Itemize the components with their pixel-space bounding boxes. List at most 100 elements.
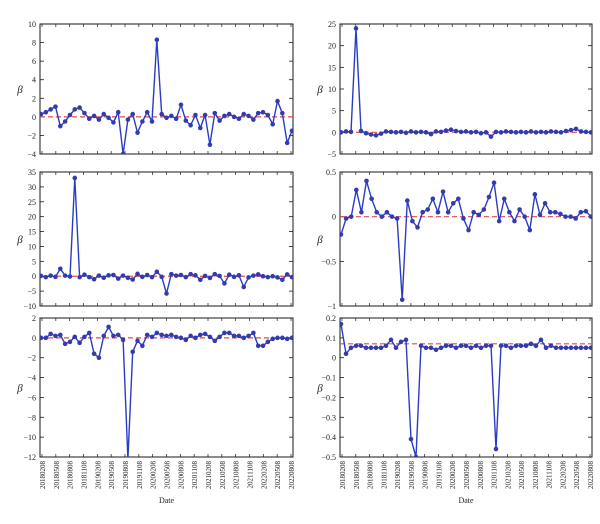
data-point — [212, 110, 218, 116]
data-point — [126, 456, 130, 457]
data-point — [374, 209, 380, 215]
data-point — [588, 214, 592, 219]
x-tick-label: 20180508 — [353, 461, 361, 490]
data-point — [77, 340, 82, 346]
data-point — [418, 343, 424, 349]
data-point — [528, 129, 534, 134]
data-point — [178, 102, 184, 108]
data-point — [217, 273, 222, 279]
data-point — [62, 341, 68, 347]
data-point — [498, 343, 504, 349]
data-point — [448, 343, 454, 349]
data-point — [568, 127, 574, 133]
y-tick-label: −2 — [27, 131, 36, 140]
y-tick-label: 0 — [32, 272, 36, 281]
y-tick-label: −1 — [327, 302, 336, 311]
data-point — [154, 269, 160, 275]
data-point — [493, 446, 499, 452]
data-point — [496, 218, 502, 224]
data-point — [453, 128, 459, 134]
x-tick-label: 20220808 — [587, 461, 595, 490]
x-tick-label: 20211108 — [247, 461, 255, 489]
data-point — [159, 274, 164, 280]
data-point — [393, 345, 399, 351]
data-point — [558, 211, 563, 217]
data-point — [135, 130, 140, 135]
data-point — [289, 274, 293, 280]
data-point — [169, 113, 174, 119]
data-point — [246, 275, 251, 280]
data-point — [368, 345, 374, 351]
data-point — [43, 274, 49, 280]
y-tick-label: 25 — [28, 198, 36, 207]
y-tick-label: 10 — [28, 242, 36, 251]
x-tick-label: 20210208 — [504, 461, 512, 490]
data-point — [498, 130, 504, 135]
y-tick-label: 0 — [332, 354, 336, 363]
data-point — [91, 351, 97, 357]
y-tick-label: −0.4 — [321, 433, 336, 442]
data-point — [193, 335, 198, 341]
data-point — [348, 214, 354, 219]
data-point — [62, 273, 68, 278]
x-tick-label: 20200208 — [150, 461, 158, 490]
data-point — [403, 337, 409, 343]
data-point — [389, 214, 395, 219]
data-point — [501, 196, 507, 202]
data-point — [130, 111, 136, 117]
data-point — [518, 129, 524, 135]
data-point — [125, 117, 131, 122]
data-point — [101, 333, 107, 339]
data-point — [378, 345, 384, 351]
x-tick-label: 20190508 — [408, 461, 416, 490]
data-point — [111, 272, 116, 278]
data-point — [275, 335, 280, 341]
x-tick-label: 20191108 — [136, 461, 144, 489]
y-tick-label: 2 — [32, 314, 36, 323]
data-point — [410, 218, 415, 224]
data-point — [508, 345, 514, 351]
data-point — [115, 276, 121, 281]
x-tick-label: 20190208 — [394, 461, 402, 490]
data-point — [140, 274, 145, 280]
data-point — [527, 227, 533, 233]
data-point — [280, 110, 285, 116]
data-point — [144, 272, 150, 278]
x-tick-label: 20200808 — [177, 461, 185, 490]
data-point — [226, 330, 232, 336]
data-point — [58, 266, 63, 272]
data-point — [270, 121, 275, 127]
data-point — [149, 334, 155, 340]
data-point — [188, 122, 193, 128]
data-point — [405, 198, 410, 203]
y-tick-label: −10 — [23, 302, 36, 311]
data-point — [368, 132, 374, 137]
x-tick-label: 20180808 — [67, 461, 75, 490]
data-point — [435, 209, 441, 215]
y-tick-label: −0.5 — [321, 453, 336, 462]
y-tick-label: −4 — [27, 150, 36, 159]
x-tick-label: 20211108 — [546, 461, 554, 489]
x-tick-label: 20200808 — [477, 461, 485, 490]
y-tick-label: 2 — [32, 94, 36, 103]
data-point — [197, 277, 203, 283]
y-tick-label: 0.1 — [326, 334, 336, 343]
x-tick-label: 20220808 — [288, 461, 296, 490]
data-point — [226, 111, 232, 117]
data-point — [440, 189, 446, 194]
data-point — [197, 332, 203, 338]
data-point — [82, 110, 87, 116]
data-point — [265, 112, 271, 118]
plot-frame — [339, 171, 593, 307]
data-point — [207, 142, 213, 148]
y-axis-label: β — [316, 383, 323, 395]
y-tick-label: 6 — [32, 57, 36, 66]
y-tick-label: 0 — [332, 128, 336, 137]
data-point — [251, 117, 256, 122]
data-point — [354, 187, 359, 193]
data-point — [363, 345, 369, 351]
data-point — [270, 336, 275, 342]
data-point — [53, 333, 58, 339]
data-point — [135, 338, 140, 344]
